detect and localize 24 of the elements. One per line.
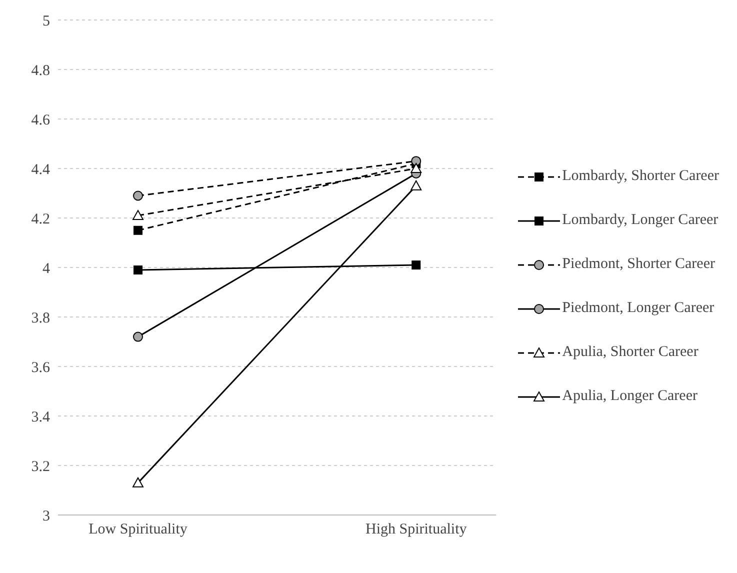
y-tick-label: 5 bbox=[42, 13, 50, 30]
y-tick-label: 4 bbox=[42, 260, 50, 277]
y-tick-label: 3.8 bbox=[31, 310, 50, 326]
point bbox=[134, 226, 142, 235]
legend-label: Lombardy, Shorter Career bbox=[562, 168, 719, 185]
point bbox=[133, 332, 143, 342]
legend-label: Piedmont, Longer Career bbox=[562, 300, 714, 317]
point bbox=[412, 260, 421, 270]
legend-label: Piedmont, Shorter Career bbox=[562, 256, 715, 273]
x-tick-label: Low Spirituality bbox=[88, 522, 188, 538]
point bbox=[134, 265, 142, 274]
x-tick-label: High Spirituality bbox=[365, 522, 468, 538]
y-tick-label: 4.8 bbox=[31, 62, 50, 79]
point bbox=[133, 190, 143, 201]
legend-label: Apulia, Longer Career bbox=[562, 388, 698, 405]
y-tick-label: 4.6 bbox=[31, 112, 50, 128]
y-tick-label: 4.2 bbox=[31, 211, 50, 228]
y-tick-label: 3.2 bbox=[31, 458, 50, 475]
y-tick-label: 3.6 bbox=[31, 360, 50, 376]
y-tick-label: 4.4 bbox=[31, 162, 50, 178]
legend-label: Lombardy, Longer Career bbox=[562, 212, 718, 229]
y-tick-label: 3.4 bbox=[31, 409, 50, 426]
y-tick-label: 3 bbox=[42, 508, 50, 524]
legend-label: Apulia, Shorter Career bbox=[562, 344, 698, 361]
